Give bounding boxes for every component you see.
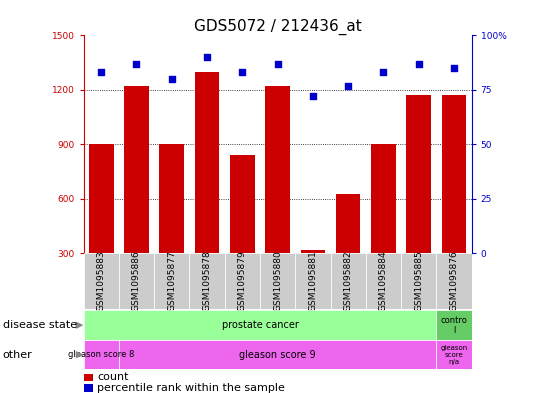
Point	[379, 69, 388, 75]
Text: gleason score 9: gleason score 9	[239, 350, 316, 360]
FancyBboxPatch shape	[225, 253, 260, 309]
Bar	[265, 86, 290, 253]
Bar	[89, 144, 114, 253]
FancyBboxPatch shape	[119, 253, 154, 309]
FancyBboxPatch shape	[366, 253, 401, 309]
Text: disease state: disease state	[3, 320, 77, 331]
Bar	[124, 86, 149, 253]
Text: contro
l: contro l	[440, 316, 467, 335]
Text: percentile rank within the sample: percentile rank within the sample	[97, 383, 285, 393]
Bar	[230, 155, 254, 253]
Text: other: other	[3, 350, 32, 360]
Point	[132, 61, 141, 67]
Bar	[195, 72, 219, 253]
FancyBboxPatch shape	[84, 253, 119, 309]
Text: GSM1095883: GSM1095883	[96, 251, 106, 311]
Bar	[406, 95, 431, 253]
Bar	[84, 373, 93, 381]
Point	[238, 69, 247, 75]
FancyBboxPatch shape	[295, 253, 330, 309]
Title: GDS5072 / 212436_at: GDS5072 / 212436_at	[194, 19, 362, 35]
Bar	[336, 193, 361, 253]
Text: GSM1095879: GSM1095879	[238, 251, 247, 311]
Point	[168, 76, 176, 82]
Text: GSM1095876: GSM1095876	[450, 251, 459, 311]
Text: count: count	[97, 373, 129, 382]
Bar	[160, 144, 184, 253]
FancyBboxPatch shape	[330, 253, 366, 309]
Point	[203, 54, 211, 60]
FancyBboxPatch shape	[84, 310, 437, 340]
Point	[308, 93, 317, 99]
Text: GSM1095881: GSM1095881	[308, 251, 317, 311]
Text: gleason score 8: gleason score 8	[68, 350, 134, 359]
FancyBboxPatch shape	[154, 253, 189, 309]
Text: GSM1095880: GSM1095880	[273, 251, 282, 311]
Point	[273, 61, 282, 67]
Text: GSM1095885: GSM1095885	[414, 251, 423, 311]
FancyBboxPatch shape	[437, 253, 472, 309]
FancyBboxPatch shape	[437, 310, 472, 340]
Point	[450, 65, 458, 71]
Point	[414, 61, 423, 67]
FancyBboxPatch shape	[437, 340, 472, 369]
FancyBboxPatch shape	[84, 340, 119, 369]
Text: gleason
score
n/a: gleason score n/a	[440, 345, 468, 365]
Bar	[301, 250, 325, 253]
FancyBboxPatch shape	[401, 253, 437, 309]
FancyBboxPatch shape	[260, 253, 295, 309]
FancyBboxPatch shape	[189, 253, 225, 309]
Bar	[84, 384, 93, 392]
Text: GSM1095886: GSM1095886	[132, 251, 141, 311]
Text: GSM1095877: GSM1095877	[167, 251, 176, 311]
Point	[97, 69, 106, 75]
Bar	[371, 144, 396, 253]
Text: GSM1095882: GSM1095882	[344, 251, 353, 311]
Text: GSM1095884: GSM1095884	[379, 251, 388, 311]
Text: GSM1095878: GSM1095878	[203, 251, 211, 311]
Bar	[441, 95, 466, 253]
Point	[344, 83, 353, 89]
FancyBboxPatch shape	[119, 340, 437, 369]
Text: prostate cancer: prostate cancer	[222, 320, 299, 330]
